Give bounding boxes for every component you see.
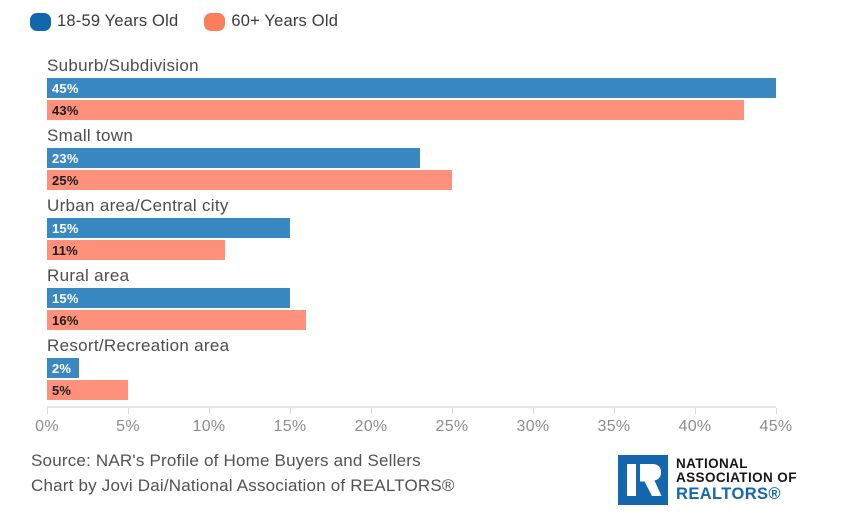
grouped-bar-chart: Suburb/Subdivision 45% 43% Small town 23% 25%… <box>47 56 776 406</box>
bar-18-59-years-old: 45% <box>47 78 776 98</box>
legend-label: 60+ Years Old <box>231 12 339 30</box>
bar-18-59-years-old: 2% <box>47 358 80 378</box>
legend-swatch-icon <box>30 12 51 31</box>
bar-60-years-old: 5% <box>47 380 128 400</box>
category-label: Rural area <box>47 266 130 285</box>
axis-tick-label: 5% <box>116 418 140 435</box>
bar-row: 25% <box>47 170 776 190</box>
nar-logo: NATIONAL ASSOCIATION OF REALTORS® <box>618 455 797 505</box>
bar-60-years-old: 16% <box>47 310 307 330</box>
axis-tick-label: 40% <box>678 418 712 435</box>
nar-realtor-r-icon <box>618 455 668 505</box>
bar-60-years-old: 11% <box>47 240 226 260</box>
bar-value-label: 23% <box>52 150 79 166</box>
x-axis: 0% 5% 10% 15% 20% 25% 30% 35% 40% 45% <box>35 406 792 442</box>
bar-value-label: 15% <box>52 220 79 236</box>
axis-tick <box>47 408 48 414</box>
chart-group: Suburb/Subdivision 45% 43% <box>47 56 776 120</box>
axis-tick <box>694 408 696 414</box>
bar-row: 11% <box>47 240 776 260</box>
legend-item-1: 60+ Years Old <box>204 12 338 31</box>
axis-tick <box>776 408 777 414</box>
nar-logo-line-2: ASSOCIATION OF <box>676 470 797 485</box>
axis-tick-label: 35% <box>597 418 631 435</box>
category-label: Small town <box>47 126 134 145</box>
bar-value-label: 16% <box>52 312 79 328</box>
legend-swatch-icon <box>204 12 226 31</box>
bar-row: 23% <box>47 148 776 168</box>
nar-logo-text: NATIONAL ASSOCIATION OF REALTORS® <box>676 456 797 504</box>
axis-tick <box>290 408 291 414</box>
bar-value-label: 15% <box>52 290 79 306</box>
axis-tick-label: 0% <box>35 418 59 435</box>
bar-row: 2% <box>47 358 776 378</box>
bar-row: 45% <box>47 78 776 98</box>
bar-row: 5% <box>47 380 776 400</box>
axis-tick-label: 20% <box>354 418 388 435</box>
axis-tick <box>127 408 129 414</box>
bar-value-label: 11% <box>52 242 78 258</box>
category-label: Suburb/Subdivision <box>47 56 199 75</box>
axis-tick-label: 25% <box>435 418 469 435</box>
bar-18-59-years-old: 15% <box>47 288 290 308</box>
chart-group: Small town 23% 25% <box>47 126 776 190</box>
legend-label: 18-59 Years Old <box>57 12 179 30</box>
bar-row: 43% <box>47 100 776 120</box>
bar-value-label: 25% <box>52 172 79 188</box>
axis-tick <box>452 408 453 414</box>
category-label: Resort/Recreation area <box>47 336 230 355</box>
source-line-1: Source: NAR's Profile of Home Buyers and… <box>31 451 421 470</box>
nar-logo-line-1: NATIONAL <box>676 456 748 471</box>
source-line-2: Chart by Jovi Dai/National Association o… <box>31 475 455 495</box>
bar-row: 16% <box>47 310 776 330</box>
legend-item-0: 18-59 Years Old <box>30 12 178 31</box>
category-label: Urban area/Central city <box>47 196 229 215</box>
axis-tick <box>614 408 615 414</box>
bar-18-59-years-old: 15% <box>47 218 290 238</box>
bar-18-59-years-old: 23% <box>47 148 420 168</box>
chart-group: Resort/Recreation area 2% 5% <box>47 336 776 400</box>
chart-group: Rural area 15% 16% <box>47 266 776 330</box>
source-caption: Source: NAR's Profile of Home Buyers and… <box>31 449 455 498</box>
bar-60-years-old: 25% <box>47 170 452 190</box>
bar-60-years-old: 43% <box>47 100 744 120</box>
bar-value-label: 43% <box>52 102 79 118</box>
axis-tick-label: 10% <box>192 418 226 435</box>
axis-tick-label: 30% <box>516 418 550 435</box>
axis-tick-label: 15% <box>273 418 307 435</box>
bar-row: 15% <box>47 218 776 238</box>
bar-value-label: 45% <box>52 80 79 96</box>
bar-row: 15% <box>47 288 776 308</box>
nar-logo-line-3: REALTORS® <box>676 485 781 503</box>
chart-legend: 18-59 Years Old 60+ Years Old <box>30 12 338 31</box>
chart-group: Urban area/Central city 15% 11% <box>47 196 776 260</box>
bar-value-label: 5% <box>52 382 72 398</box>
axis-tick <box>533 408 534 414</box>
axis-tick <box>370 408 372 414</box>
bar-value-label: 2% <box>52 360 72 376</box>
axis-tick <box>208 408 210 414</box>
axis-tick-label: 45% <box>759 418 793 435</box>
